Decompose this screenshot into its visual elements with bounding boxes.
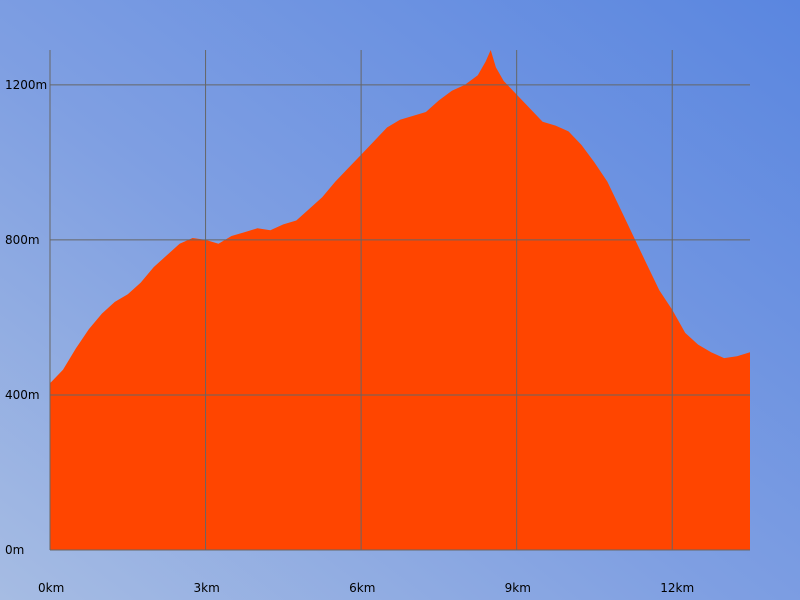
area-series <box>50 50 750 550</box>
x-axis-tick-labels: 0km 3km 6km 9km 12km <box>38 581 694 595</box>
y-tick-label: 0m <box>5 543 24 557</box>
y-axis-tick-labels: 0m 400m 800m 1200m <box>5 78 47 557</box>
x-tick-label: 9km <box>505 581 531 595</box>
y-tick-label: 400m <box>5 388 40 402</box>
x-tick-label: 0km <box>38 581 64 595</box>
grid-lines <box>50 50 750 550</box>
y-tick-label: 800m <box>5 233 40 247</box>
x-tick-label: 3km <box>194 581 220 595</box>
x-tick-label: 12km <box>660 581 694 595</box>
x-tick-label: 6km <box>349 581 375 595</box>
plot-frame <box>49 50 750 551</box>
y-tick-label: 1200m <box>5 78 47 92</box>
elevation-area <box>50 50 750 550</box>
